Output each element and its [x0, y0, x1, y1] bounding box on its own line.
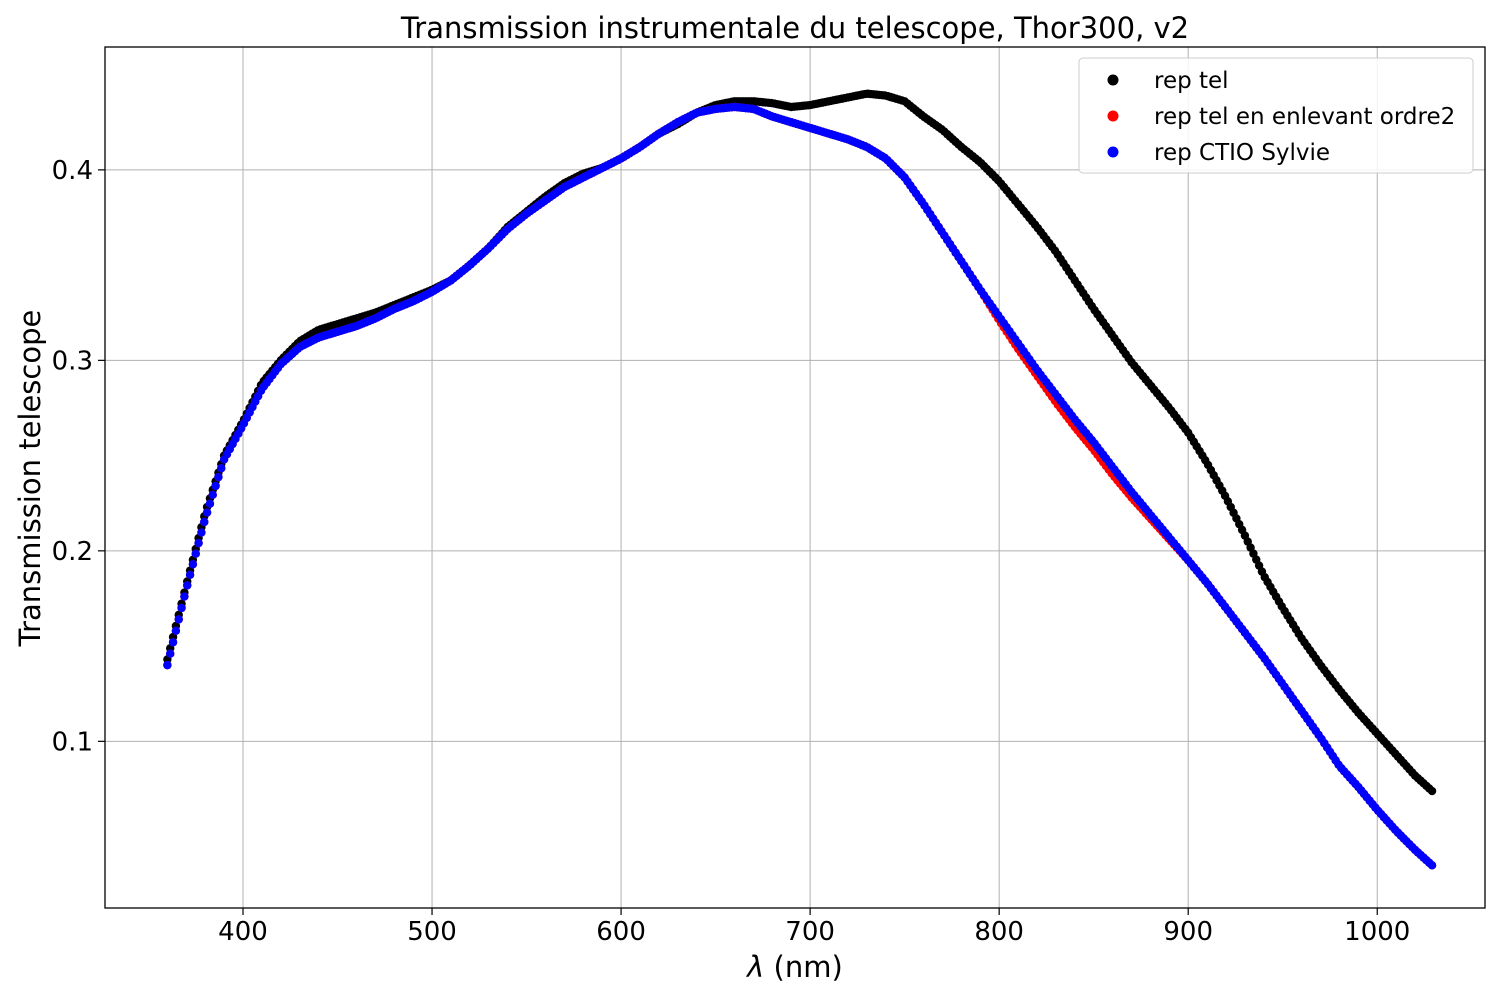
data-point — [177, 603, 186, 613]
legend-label: rep CTIO Sylvie — [1154, 140, 1330, 166]
legend-label: rep tel en enlevant ordre2 — [1154, 104, 1455, 130]
data-point — [197, 528, 206, 537]
legend-marker — [1107, 74, 1119, 86]
x-axis-unit: (nm) — [764, 950, 842, 984]
y-axis-title: Transmission telescope — [13, 310, 47, 648]
axis-ticks: 400 500 600 700 800 900 1000 0.1 0.2 0.3 0.4 — [52, 156, 1411, 947]
data-point — [185, 570, 195, 580]
chart-title: Transmission instrumentale du telescope,… — [400, 11, 1189, 45]
x-tick-label: 700 — [785, 917, 835, 947]
x-tick-label: 900 — [1163, 917, 1213, 947]
data-point — [211, 481, 220, 491]
x-axis-title: λ (nm) — [745, 950, 843, 984]
data-point — [188, 560, 198, 569]
data-point — [1427, 786, 1437, 796]
data-point — [174, 615, 183, 624]
data-point — [171, 626, 181, 636]
legend-marker — [1107, 146, 1119, 158]
data-point — [194, 538, 203, 548]
y-tick-label: 0.1 — [52, 727, 93, 757]
data-point — [217, 464, 226, 473]
legend: rep tel rep tel en enlevant ordre2 rep CTI… — [1078, 57, 1474, 174]
data-point — [191, 549, 200, 558]
x-tick-label: 600 — [596, 917, 646, 947]
data-point — [200, 517, 209, 527]
y-tick-label: 0.2 — [52, 537, 93, 567]
data-point — [208, 490, 217, 500]
data-point — [168, 638, 178, 647]
data-point — [202, 508, 212, 517]
x-tick-label: 800 — [974, 917, 1024, 947]
y-tick-label: 0.4 — [52, 156, 93, 186]
data-point — [166, 649, 175, 658]
legend-label: rep tel — [1154, 68, 1229, 94]
series-3 — [163, 102, 1437, 870]
x-tick-label: 1000 — [1344, 917, 1410, 947]
data-point — [183, 581, 192, 590]
plot-frame — [104, 46, 1486, 909]
legend-box — [1078, 57, 1474, 174]
data-point — [180, 592, 189, 601]
data-point — [214, 472, 223, 482]
x-axis-symbol: λ — [745, 950, 764, 984]
data-point — [1427, 861, 1437, 870]
legend-marker — [1107, 110, 1119, 122]
plot-area — [163, 89, 1437, 870]
data-point — [205, 499, 215, 508]
y-tick-label: 0.3 — [52, 346, 93, 376]
data-point — [163, 660, 172, 670]
x-tick-label: 500 — [407, 917, 457, 947]
x-tick-label: 400 — [218, 917, 268, 947]
